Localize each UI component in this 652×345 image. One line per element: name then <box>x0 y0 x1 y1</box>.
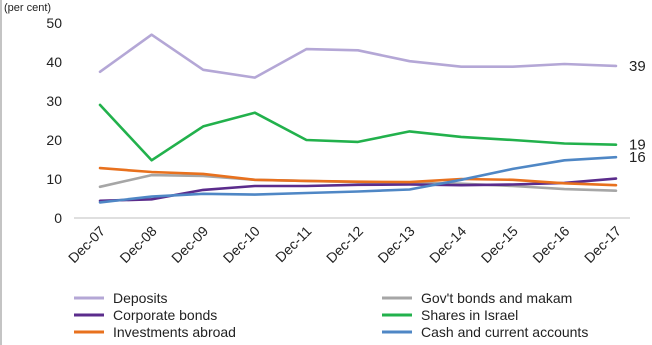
series-line <box>98 155 618 204</box>
legend-label: Shares in Israel <box>421 307 518 323</box>
x-tick-label: Dec-13 <box>374 223 417 266</box>
series-line <box>98 177 618 203</box>
x-tick-label: Dec-07 <box>65 223 108 266</box>
x-tick-label: Dec-11 <box>272 223 315 266</box>
y-tick-label: 0 <box>54 210 62 226</box>
unit-label: (per cent) <box>4 2 51 14</box>
x-tick-label: Dec-08 <box>116 223 159 266</box>
y-axis-ticks: 0 10 20 30 40 50 <box>46 15 62 226</box>
series-lines <box>98 33 618 204</box>
legend-label: Corporate bonds <box>113 307 217 323</box>
x-tick-label: Dec-14 <box>426 223 469 266</box>
x-tick-label: Dec-12 <box>323 223 366 266</box>
series-line <box>98 166 618 187</box>
x-tick-label: Dec-15 <box>478 223 521 266</box>
x-tick-label: Dec-09 <box>168 223 211 266</box>
series-line <box>98 103 618 162</box>
legend-label: Investments abroad <box>113 324 236 340</box>
series-line <box>98 33 618 79</box>
y-tick-label: 30 <box>46 93 62 109</box>
legend-label: Cash and current accounts <box>421 324 588 340</box>
legend: Deposits Gov't bonds and makam Corporate b… <box>74 290 588 340</box>
x-tick-label: Dec-17 <box>581 223 624 266</box>
end-value-label: 16 <box>629 149 646 166</box>
x-axis-ticks: Dec-07 Dec-08 Dec-09 Dec-10 Dec-11 Dec-12 Dec-… <box>65 223 624 266</box>
end-value-label: 19 <box>629 137 646 154</box>
legend-label: Gov't bonds and makam <box>421 290 572 306</box>
y-tick-label: 20 <box>46 132 62 148</box>
x-tick-label: Dec-10 <box>220 223 263 266</box>
x-tick-label: Dec-16 <box>529 223 572 266</box>
legend-label: Deposits <box>113 290 167 306</box>
y-tick-label: 10 <box>46 171 62 187</box>
y-tick-label: 40 <box>46 54 62 70</box>
y-tick-label: 50 <box>46 15 62 31</box>
end-value-label: 39 <box>629 58 646 75</box>
